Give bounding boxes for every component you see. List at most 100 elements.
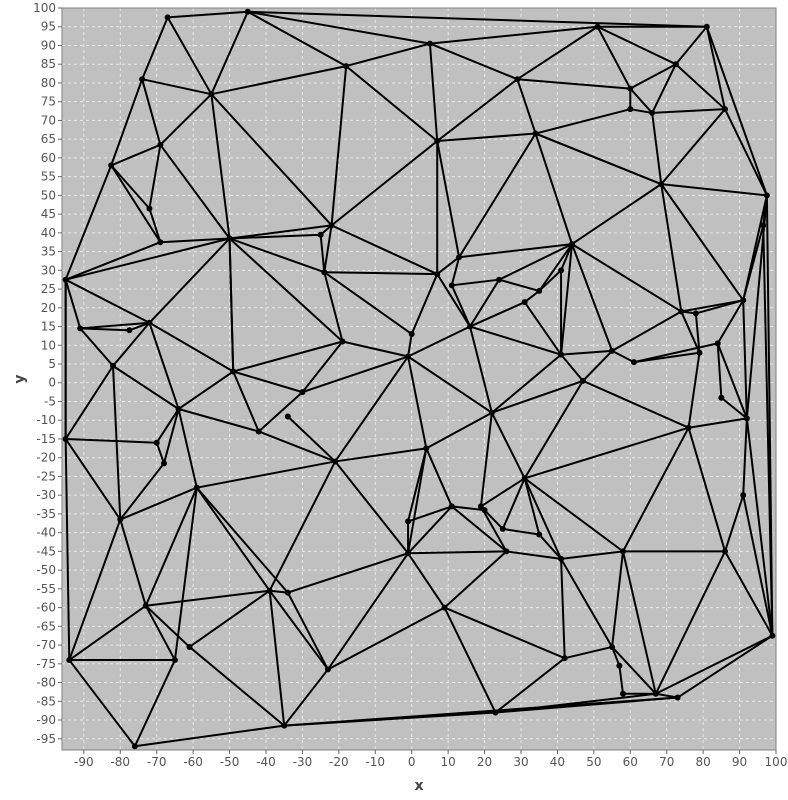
graph-edge (742, 494, 774, 637)
graph-node (579, 377, 586, 384)
graph-node (448, 282, 455, 289)
graph-node (561, 655, 568, 662)
y-tick-label: -30 (36, 488, 56, 502)
graph-edge (148, 321, 180, 410)
y-tick-label: 20 (41, 301, 56, 315)
x-tick-label: -50 (220, 755, 240, 769)
graph-node (477, 503, 484, 510)
graph-node (714, 340, 721, 347)
graph-edge (611, 349, 635, 364)
graph-edge (436, 273, 471, 328)
graph-node (153, 439, 160, 446)
graph-edge (534, 132, 663, 186)
graph-edge (407, 355, 428, 450)
graph-edge (334, 355, 410, 463)
graph-edge (228, 237, 344, 343)
y-axis-title: y (12, 374, 28, 383)
graph-edge (560, 349, 614, 356)
graph-edge (651, 108, 726, 114)
y-tick-label: 55 (41, 170, 56, 184)
graph-edge (523, 289, 541, 304)
graph-node (405, 353, 412, 360)
graph-edge (141, 78, 213, 96)
x-tick-label: -60 (183, 755, 203, 769)
graph-edge (425, 447, 453, 508)
graph-edge (110, 143, 162, 167)
graph-node (426, 40, 433, 47)
graph-node (281, 722, 288, 729)
graph-edge (407, 325, 471, 358)
graph-edge (177, 370, 235, 410)
graph-edge (560, 550, 624, 560)
graph-edge (498, 278, 541, 292)
graph-edge (716, 342, 748, 420)
graph-edge (110, 164, 151, 210)
graph-edge (560, 243, 573, 272)
graph-edge (724, 108, 768, 197)
graph-edge (505, 550, 563, 560)
graph-edge (195, 486, 271, 592)
graph-edge (283, 696, 679, 727)
graph-node (77, 325, 84, 332)
graph-edge (724, 550, 774, 637)
graph-node (126, 327, 133, 334)
graph-edge (286, 415, 337, 463)
graph-edge (745, 417, 774, 637)
graph-edge (326, 606, 446, 671)
graph-edge (629, 108, 654, 114)
graph-edge (687, 351, 701, 429)
graph-edge (68, 518, 122, 662)
graph-node (658, 181, 665, 188)
graph-edge (450, 284, 471, 328)
y-tick-label: -65 (36, 619, 56, 633)
graph-edge (674, 63, 726, 111)
graph-edge (571, 243, 683, 313)
graph-edge (436, 256, 461, 276)
graph-edge (660, 108, 726, 186)
graph-edge (571, 243, 614, 352)
graph-edge (563, 645, 614, 660)
graph-edge (334, 460, 410, 555)
graph-edge (450, 278, 501, 287)
graph-edge (144, 589, 271, 607)
graph-edge (79, 327, 114, 367)
y-tick-label: 65 (41, 132, 56, 146)
graph-node (718, 394, 725, 401)
graph-edge (410, 273, 439, 336)
graph-node (627, 106, 634, 113)
graph-node (685, 424, 692, 431)
graph-edge (177, 407, 198, 489)
graph-edge (232, 370, 304, 394)
y-tick-label: 85 (41, 57, 56, 71)
graph-edge (268, 589, 329, 671)
graph-node (317, 231, 324, 238)
y-tick-label: -75 (36, 657, 56, 671)
graph-edge (79, 327, 131, 332)
graph-edge (469, 301, 526, 328)
graph-edge (687, 426, 726, 553)
graph-node (131, 743, 138, 750)
graph-edge (330, 140, 439, 227)
graph-edge (450, 505, 508, 553)
graph-edge (469, 278, 501, 328)
graph-node (284, 589, 291, 596)
graph-node (769, 632, 776, 639)
graph-node (532, 130, 539, 137)
graph-edge (560, 243, 573, 356)
graph-edge (141, 78, 162, 146)
x-tick-label: 20 (477, 755, 492, 769)
graph-edge (428, 42, 439, 143)
graph-edge (64, 437, 71, 662)
graph-edge (490, 353, 563, 414)
graph-edge (762, 224, 774, 637)
graph-edge (64, 241, 162, 281)
y-tick-label: -15 (36, 432, 56, 446)
graph-node (672, 61, 679, 68)
graph-edge (428, 42, 519, 81)
graph-edge (469, 325, 493, 414)
graph-node (467, 323, 473, 330)
y-tick-label: -50 (36, 563, 56, 577)
graph-node (609, 643, 616, 650)
graph-edge (523, 477, 541, 536)
graph-edge (177, 407, 260, 433)
